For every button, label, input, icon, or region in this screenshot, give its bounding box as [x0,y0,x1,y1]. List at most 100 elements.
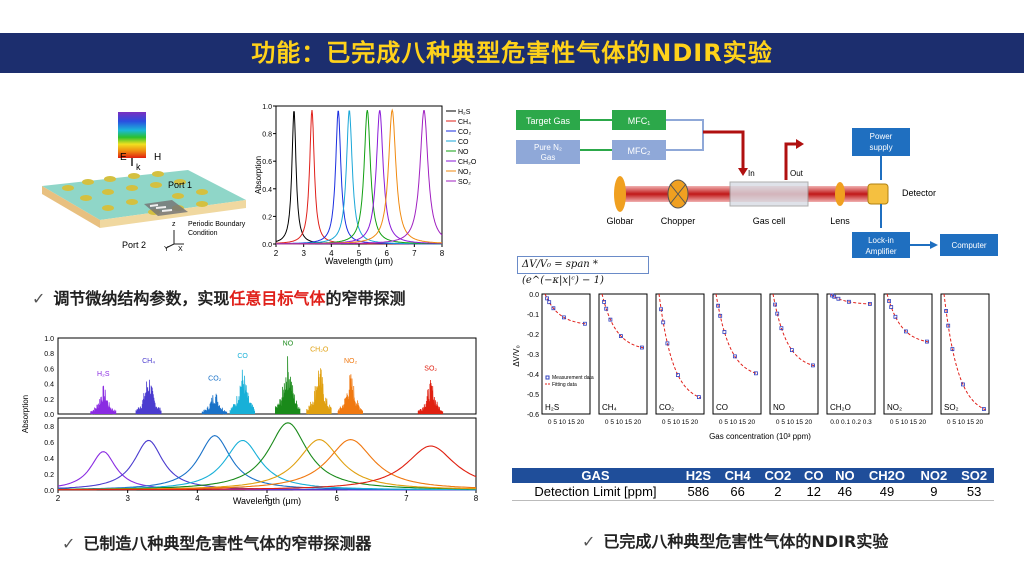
y-tick-label: -0.6 [527,412,539,419]
mfc1-label: MFC₁ [628,116,651,126]
gas-spectrum [275,356,301,415]
gas-cell-icon [729,181,809,207]
mfc1-box [612,110,666,130]
fitting-curve [772,293,816,367]
gas-spectrum [135,379,162,415]
detector-icon [867,183,889,205]
legend-label: NO₂ [458,169,472,176]
table-header-cell: H2S [678,468,718,483]
subplot-frame [712,293,762,415]
y-tick-label: 0.6 [44,440,54,447]
x-tick-label: 2 [274,249,279,258]
legend-label: CH₄ [458,119,471,126]
y-axis-label: Absorption [254,156,263,194]
lockin-amplifier-box [852,232,910,258]
x-tick-label: 0 5 10 15 20 [719,419,756,426]
z-axis-label: z [172,221,176,228]
x-tick-label: 3 [125,494,130,503]
plot-frame [275,105,443,245]
out-label: Out [790,169,804,178]
gas-label: CH₂O [310,347,329,354]
measurement-point [903,329,908,334]
measurement-point [893,314,898,319]
table-header-cell: CH2O [860,468,914,483]
legend-label: CO₂ [458,129,472,136]
fitting-curve [544,293,588,325]
lockin-line2: Amplifier [865,247,896,256]
series-line [276,110,443,245]
series-line [276,110,442,245]
y-axis-label: ΔV/V₀ [512,345,521,367]
measurement-point [924,339,929,344]
gas-label: SO₂ [424,366,437,373]
table-cell: 49 [860,483,914,501]
y-tick-label: -0.1 [527,312,539,319]
table-header-cell: CO [798,468,830,483]
series-line [276,109,443,245]
measurement-point [753,371,758,376]
measurement-point [675,373,680,377]
gas-label: NO [283,341,294,348]
title-banner: 功能：已完成八种典型危害性气体的NDIR实验 [0,33,1024,73]
measurement-point [562,315,566,320]
port2-label: Port 2 [122,240,146,250]
x-tick-label: 2 [56,494,61,503]
pure-n2-label: Pure N₂ [534,143,562,152]
computer-box [940,234,998,256]
measurement-point [773,302,778,307]
x-tick-label: 0 5 10 15 20 [605,419,642,426]
x-tick-label: 8 [474,494,479,503]
check-icon: ✓ [62,534,76,553]
legend-label: CH₂O [458,159,477,166]
subplot-frame [940,293,990,415]
fitting-curve [886,293,930,343]
computer-label: Computer [951,241,986,250]
legend-label: CO [458,139,469,146]
table-row: Detection Limit [ppm] 586 66 2 12 46 49 9 53 [512,483,994,501]
detector-response-curve [57,439,476,491]
x-tick-label: 4 [329,249,334,258]
y-tick-label: 0.2 [262,214,272,221]
power-supply-line1: Power [870,132,893,141]
legend-label: H₂S [458,109,471,116]
y-tick-label: 0.8 [44,424,54,431]
check-icon: ✓ [32,289,46,308]
measurement-point [732,354,737,359]
subplot-frame [769,293,819,415]
gas-label: H₂S [97,371,110,378]
subplot-frame [598,293,648,415]
x-tick-label: 3 [301,249,306,258]
pure-n2-box [516,140,580,164]
measurement-point [602,300,606,304]
caption-narrowband-detection: ✓ 调节微纳结构参数，实现任意目标气体的窄带探测 [32,285,405,309]
measurement-point [867,302,872,306]
h-field-label: H [154,152,161,163]
subplot-gas-label: CO [716,403,728,412]
gas-label: CO₂ [208,376,222,383]
y-tick-label: 0.6 [262,159,272,166]
measurement-point [836,296,841,301]
x-tick-label: 6 [384,249,389,258]
x-tick-label: 4 [195,494,200,503]
measurement-point [661,320,666,325]
absorption-spectra-chart: 2 3 4 5 6 7 8 0.0 0.2 0.4 0.6 0.8 1.0 Wavelength (μm)… [254,104,477,266]
in-label: In [748,169,755,178]
x-tick-label: 0 5 10 15 20 [890,419,927,426]
caption-bottom-left-text: 已制造八种典型危害性气体的窄带探测器 [83,534,372,553]
y-tick-label: 0.0 [529,292,539,299]
y-tick-label: 1.0 [262,104,272,111]
caption-highlight: 任意目标气体 [229,289,326,308]
caption-prefix: 调节微纳结构参数，实现 [53,289,230,308]
subplot-frame [541,293,591,415]
series-line [275,111,442,245]
caption-ndir-completed: ✓ 已完成八种典型危害性气体的NDIR实验 [582,528,888,552]
fitting-curve [715,293,759,375]
x-tick-label: 7 [404,494,409,503]
target-gas-label: Target Gas [526,116,571,126]
lens-icon [835,182,845,206]
legend-label: SO₂ [458,179,471,186]
detector-response-curve [58,445,477,491]
measurement-point [718,313,723,318]
power-supply-box [852,128,910,156]
measurement-point [960,382,965,387]
